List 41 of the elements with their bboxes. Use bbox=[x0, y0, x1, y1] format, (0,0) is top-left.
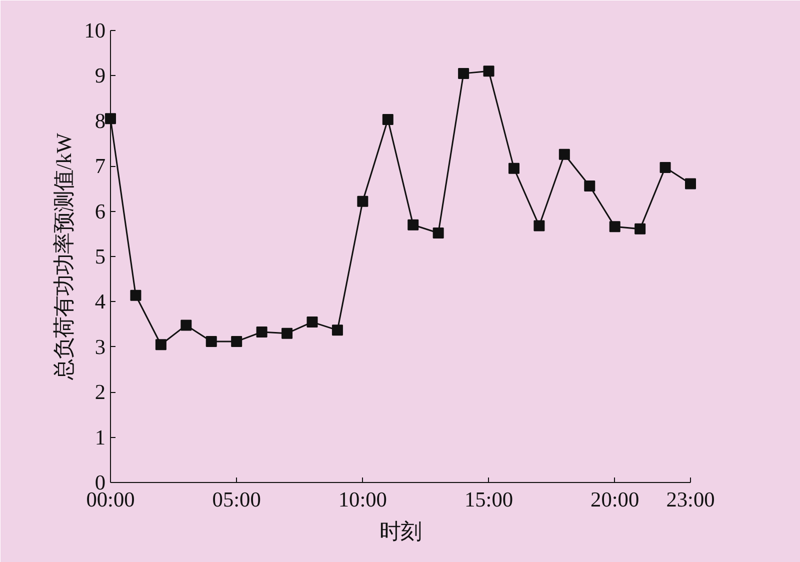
y-tick-label: 4 bbox=[94, 290, 106, 314]
y-tick-label: 8 bbox=[94, 108, 106, 133]
y-tick-label: 7 bbox=[94, 154, 106, 178]
y-tick-label: 3 bbox=[94, 334, 106, 359]
point bbox=[306, 316, 318, 328]
point bbox=[609, 221, 620, 232]
point bbox=[660, 162, 671, 173]
point bbox=[408, 219, 419, 230]
y-tick-label: 1 bbox=[94, 425, 106, 450]
point bbox=[332, 324, 343, 336]
point bbox=[256, 326, 268, 338]
x-tick-label: 15:00 bbox=[464, 488, 514, 512]
point bbox=[685, 178, 696, 190]
x-tick-label: 20:00 bbox=[590, 488, 640, 512]
x-tick-label: 05:00 bbox=[212, 488, 261, 512]
point bbox=[508, 162, 520, 174]
point bbox=[534, 220, 545, 232]
y-tick-label: 6 bbox=[94, 199, 106, 224]
point bbox=[231, 336, 242, 347]
point bbox=[105, 113, 116, 124]
x-tick-label: 10:00 bbox=[338, 488, 387, 512]
y-tick-label: 9 bbox=[94, 64, 106, 88]
point bbox=[558, 148, 570, 160]
point bbox=[458, 68, 470, 79]
point bbox=[155, 339, 166, 350]
point bbox=[282, 328, 293, 339]
point bbox=[483, 66, 494, 77]
x-axis-title: 时刻 bbox=[380, 520, 422, 544]
point bbox=[432, 227, 444, 238]
y-tick-label: 2 bbox=[94, 380, 106, 404]
y-tick-label: 5 bbox=[94, 244, 106, 268]
point bbox=[382, 114, 394, 126]
y-tick-label: 10 bbox=[84, 18, 106, 42]
y-axis-title: 总负荷有功功率预测值/kW bbox=[52, 132, 76, 381]
point bbox=[130, 290, 142, 301]
x-tick-label: 23:00 bbox=[666, 488, 715, 512]
point bbox=[357, 196, 368, 207]
point bbox=[180, 320, 192, 331]
point bbox=[634, 223, 646, 234]
point bbox=[206, 336, 217, 347]
point bbox=[584, 180, 596, 192]
